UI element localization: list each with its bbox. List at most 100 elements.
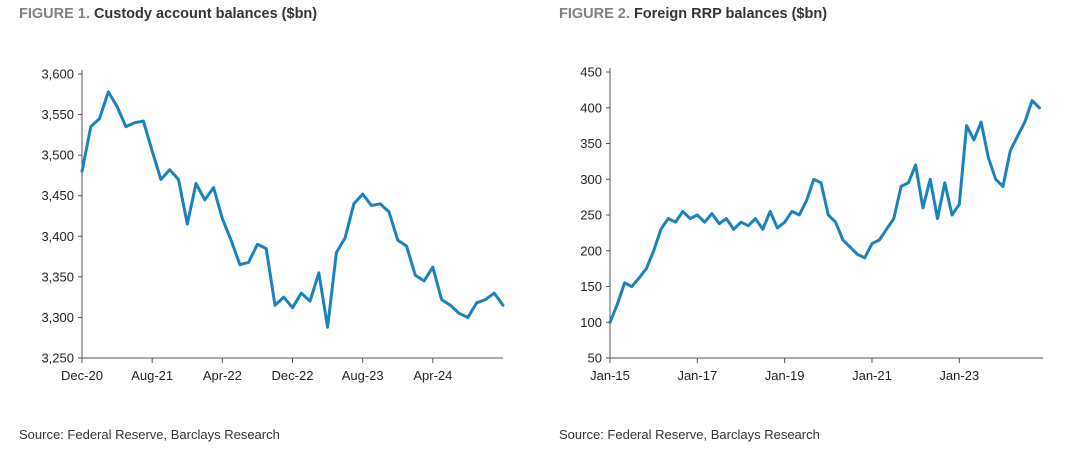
custody-data-point bbox=[449, 304, 452, 307]
rrp-data-point bbox=[922, 206, 924, 209]
rrp-data-point bbox=[1023, 121, 1026, 123]
custody-data-point bbox=[142, 120, 145, 122]
rrp-data-point bbox=[798, 214, 801, 216]
rrp-data-point bbox=[914, 164, 917, 166]
rrp-data-point bbox=[900, 185, 902, 188]
rrp-xtick-label: Jan-23 bbox=[939, 368, 979, 383]
figure-2-panel: FIGURE 2. Foreign RRP balances ($bn) 50 1… bbox=[540, 0, 1060, 453]
custody-ytick-label: 3,250 bbox=[41, 351, 74, 366]
rrp-ytick-label: 450 bbox=[580, 65, 602, 80]
rrp-data-point bbox=[732, 228, 735, 231]
rrp-data-point bbox=[892, 217, 895, 220]
rrp-data-point bbox=[747, 224, 750, 227]
rrp-ytick-label: 200 bbox=[580, 243, 602, 258]
custody-data-point bbox=[160, 178, 162, 181]
rrp-data-point bbox=[863, 257, 866, 259]
rrp-data-point bbox=[689, 217, 691, 220]
rrp-data-point bbox=[987, 156, 990, 159]
rrp-data-point bbox=[674, 221, 677, 224]
custody-data-point bbox=[203, 198, 206, 201]
custody-data-point bbox=[81, 170, 83, 173]
rrp-data-point bbox=[827, 214, 830, 216]
rrp-data-point bbox=[696, 214, 699, 216]
rrp-data-point bbox=[652, 249, 655, 252]
figure-2-label: FIGURE 2. bbox=[559, 6, 630, 22]
figure-1-title: FIGURE 1. Custody account balances ($bn) bbox=[19, 6, 317, 22]
rrp-data-point bbox=[725, 217, 728, 220]
rrp-data-point bbox=[623, 282, 626, 284]
custody-data-point bbox=[440, 298, 443, 301]
rrp-data-point bbox=[805, 199, 808, 202]
rrp-data-point bbox=[711, 212, 713, 215]
rrp-data-point bbox=[973, 139, 975, 141]
custody-data-point bbox=[212, 186, 215, 189]
figure-1-source: Source: Federal Reserve, Barclays Resear… bbox=[19, 427, 280, 442]
rrp-data-point bbox=[703, 221, 706, 224]
rrp-xtick-label: Jan-19 bbox=[765, 368, 805, 383]
rrp-data-point bbox=[630, 285, 633, 288]
custody-data-point bbox=[116, 105, 118, 108]
custody-data-point bbox=[98, 117, 101, 120]
rrp-data-point bbox=[871, 242, 873, 245]
rrp-data-point bbox=[936, 217, 939, 220]
custody-data-point bbox=[133, 121, 136, 124]
custody-data-point bbox=[300, 292, 303, 294]
rrp-data-point bbox=[1009, 149, 1012, 152]
rrp-data-point bbox=[645, 267, 648, 270]
custody-data-point bbox=[168, 168, 171, 171]
foreign-rrp-chart: 50 100 150 200 250 300 350 400 450 Jan-15 Jan-17 Ja… bbox=[580, 65, 1043, 383]
custody-data-point bbox=[317, 271, 320, 274]
custody-data-point bbox=[502, 304, 504, 307]
rrp-data-point bbox=[1002, 185, 1004, 188]
custody-data-point bbox=[125, 125, 127, 128]
rrp-data-point bbox=[929, 178, 932, 181]
custody-ytick-label: 3,600 bbox=[41, 67, 74, 82]
custody-data-point bbox=[177, 178, 180, 181]
custody-data-point bbox=[326, 326, 329, 329]
rrp-data-point bbox=[1038, 106, 1041, 109]
rrp-data-point bbox=[980, 121, 982, 123]
custody-data-point bbox=[379, 202, 382, 205]
custody-ytick-label: 3,500 bbox=[41, 148, 74, 163]
figure-2-title: FIGURE 2. Foreign RRP balances ($bn) bbox=[559, 6, 827, 22]
custody-data-point bbox=[344, 237, 346, 239]
custody-data-point bbox=[405, 245, 408, 247]
figure-1-name: Custody account balances ($bn) bbox=[93, 6, 318, 22]
figure-1-panel: FIGURE 1. Custody account balances ($bn)… bbox=[0, 0, 520, 453]
rrp-data-point bbox=[907, 181, 910, 184]
rrp-data-point bbox=[660, 228, 662, 231]
rrp-data-point bbox=[667, 217, 670, 220]
figure-2-source: Source: Federal Reserve, Barclays Resear… bbox=[559, 427, 820, 442]
rrp-data-point bbox=[994, 178, 997, 181]
custody-data-point bbox=[230, 239, 233, 242]
custody-data-point bbox=[151, 150, 154, 153]
custody-data-point bbox=[107, 91, 110, 93]
rrp-ytick-label: 350 bbox=[580, 136, 602, 151]
rrp-data-point bbox=[681, 210, 684, 213]
custody-data-point bbox=[89, 125, 92, 128]
custody-data-point bbox=[458, 312, 460, 315]
custody-data-point bbox=[247, 261, 250, 264]
custody-data-point bbox=[467, 316, 469, 319]
rrp-data-point bbox=[834, 221, 837, 224]
rrp-data-point bbox=[849, 246, 852, 249]
rrp-data-point bbox=[783, 221, 786, 224]
custody-data-point bbox=[414, 274, 417, 277]
rrp-ytick-label: 50 bbox=[588, 351, 602, 366]
rrp-data-point bbox=[718, 222, 721, 225]
custody-balances-chart: 3,250 3,300 3,350 3,400 3,450 3,500 3,550 3,600… bbox=[41, 67, 505, 383]
rrp-data-point bbox=[951, 214, 953, 216]
custody-data-point bbox=[475, 301, 478, 304]
custody-data-point bbox=[274, 304, 276, 307]
custody-data-point bbox=[291, 306, 294, 309]
rrp-xtick-label: Jan-17 bbox=[677, 368, 717, 383]
custody-data-point bbox=[265, 247, 268, 250]
rrp-data-point bbox=[638, 277, 640, 279]
custody-data-point bbox=[396, 239, 399, 242]
custody-data-point bbox=[431, 266, 434, 268]
rrp-data-point bbox=[776, 227, 779, 229]
rrp-ytick-label: 250 bbox=[580, 208, 602, 223]
figure-2-name: Foreign RRP balances ($bn) bbox=[633, 6, 828, 22]
custody-ytick-label: 3,450 bbox=[41, 188, 74, 203]
rrp-ytick-label: 100 bbox=[580, 315, 602, 330]
